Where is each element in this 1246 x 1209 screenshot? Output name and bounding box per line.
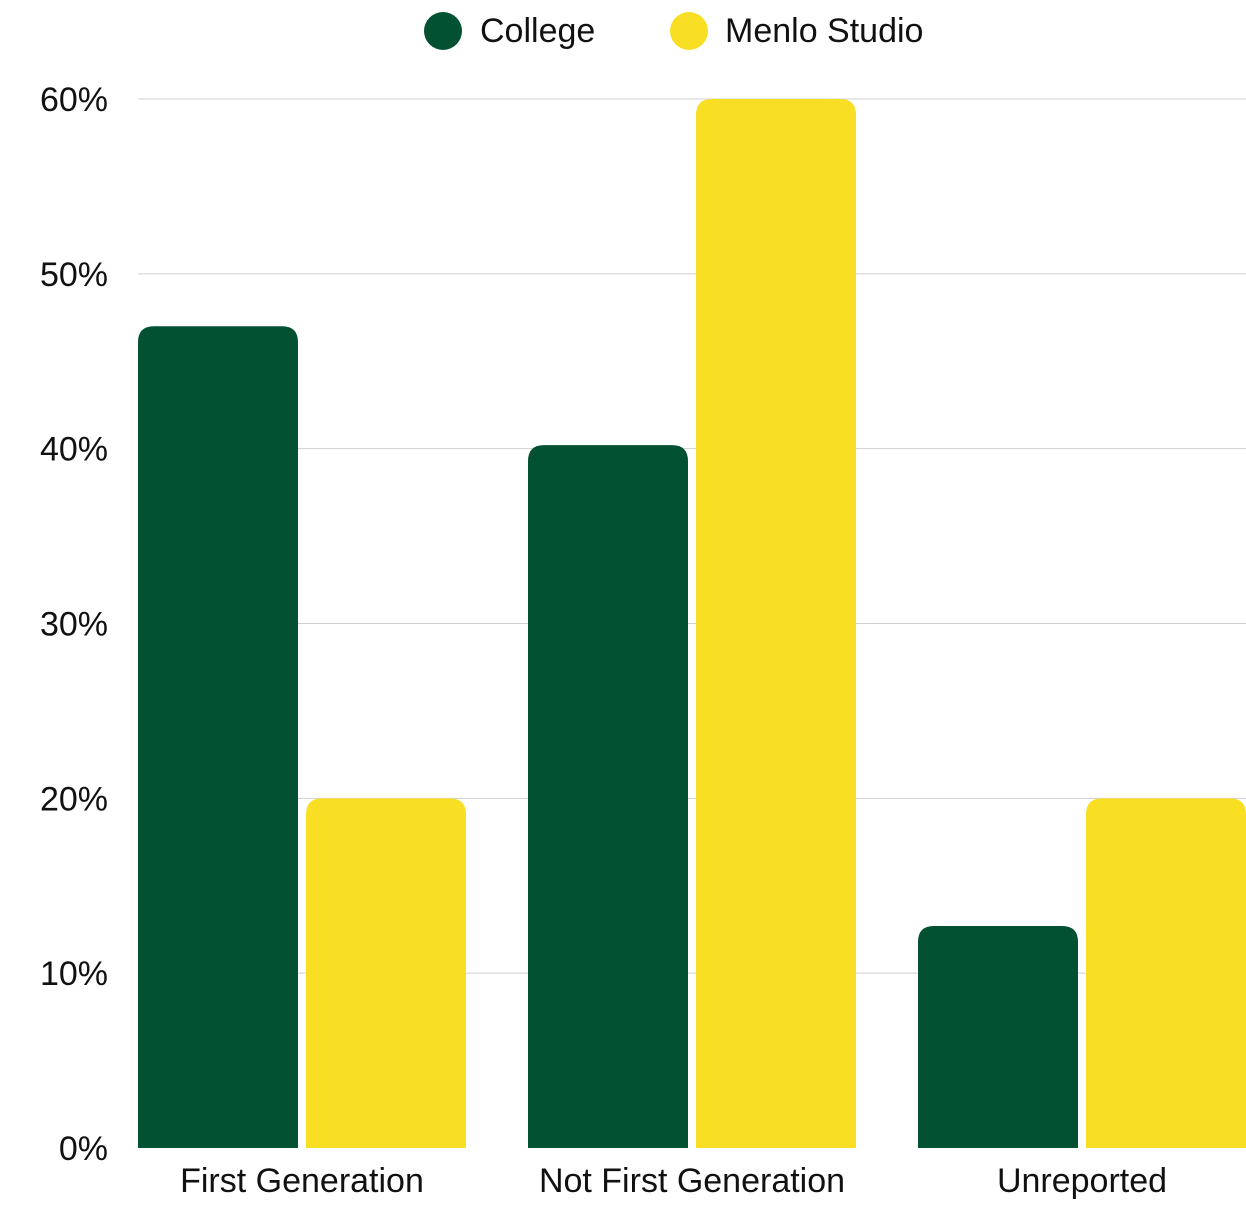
legend-swatch-menlo-studio <box>670 12 708 50</box>
y-axis-ticks: 0% 10% 20% 30% 40% 50% 60% <box>40 81 108 1168</box>
bar-college <box>528 445 688 1148</box>
legend-swatch-college <box>424 12 462 50</box>
bar-menlo-studio <box>306 798 466 1148</box>
y-tick-label: 60% <box>40 81 108 119</box>
y-tick-label: 10% <box>40 955 108 993</box>
gridlines <box>138 98 1246 974</box>
x-tick-label: Not First Generation <box>539 1162 845 1200</box>
y-tick-label: 40% <box>40 431 108 469</box>
x-tick-label: Unreported <box>997 1162 1167 1200</box>
bars <box>138 99 1246 1148</box>
x-axis-ticks: First Generation Not First Generation Unre… <box>180 1162 1167 1200</box>
y-tick-label: 50% <box>40 256 108 294</box>
legend: College Menlo Studio <box>424 12 923 50</box>
x-tick-label: First Generation <box>180 1162 424 1200</box>
bar-college <box>138 326 298 1148</box>
bar-menlo-studio <box>1086 798 1246 1148</box>
y-tick-label: 0% <box>59 1130 108 1168</box>
legend-label-menlo-studio: Menlo Studio <box>725 12 923 50</box>
y-tick-label: 30% <box>40 606 108 644</box>
bar-menlo-studio <box>696 99 856 1148</box>
legend-label-college: College <box>480 12 595 50</box>
bar-college <box>918 925 1078 1148</box>
y-tick-label: 20% <box>40 780 108 818</box>
